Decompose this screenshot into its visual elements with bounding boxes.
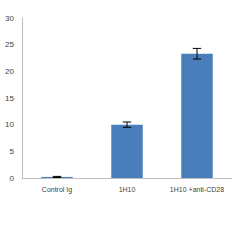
svg-text:1H10 +anti-CD28: 1H10 +anti-CD28 [170,186,224,193]
svg-text:20: 20 [5,67,14,76]
svg-text:0: 0 [10,174,15,183]
svg-text:15: 15 [5,94,14,103]
svg-text:10: 10 [5,120,14,129]
svg-text:30: 30 [5,14,14,23]
svg-text:25: 25 [5,40,14,49]
svg-text:Control Ig: Control Ig [42,186,72,194]
svg-text:5: 5 [10,147,15,156]
svg-text:1H10: 1H10 [119,186,136,193]
